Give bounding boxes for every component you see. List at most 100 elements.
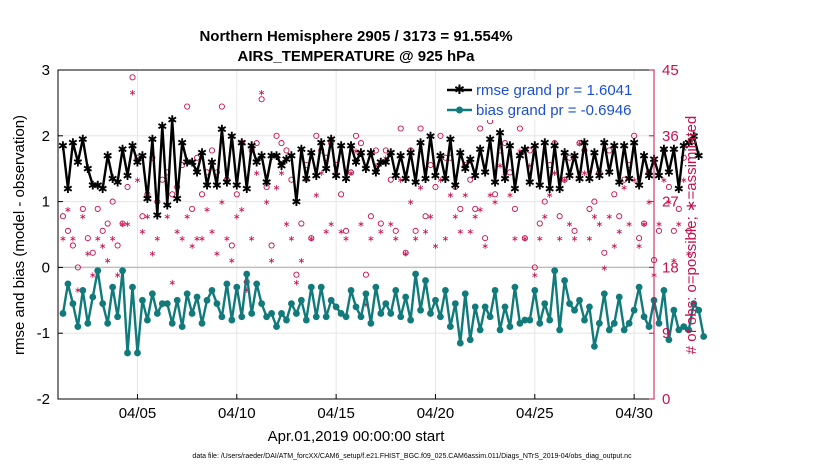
- possible-obs-marker: [665, 183, 672, 191]
- bias-point: [268, 310, 275, 317]
- bias-point: [645, 323, 653, 331]
- bias-point: [427, 310, 434, 317]
- assimilated-obs-marker: ∗: [367, 235, 375, 245]
- bias-point: [695, 306, 703, 314]
- bias-point: [327, 296, 335, 304]
- assimilated-obs-marker: ∗: [342, 235, 350, 245]
- bias-point: [610, 319, 618, 327]
- bias-point: [352, 303, 360, 311]
- rmse-point: ✱: [664, 165, 674, 179]
- assimilated-obs-marker: ∗: [308, 235, 316, 245]
- rmse-point: ✱: [570, 149, 580, 163]
- rmse-point: ✱: [371, 165, 381, 179]
- rmse-point: ✱: [555, 182, 565, 196]
- possible-obs-marker: [392, 227, 399, 234]
- possible-obs-marker: [511, 205, 518, 212]
- assimilated-obs-marker: ∗: [203, 205, 211, 215]
- bias-point: [317, 283, 325, 291]
- rmse-point: ✱: [490, 175, 500, 189]
- bias-point: [402, 293, 410, 301]
- possible-obs-marker: [129, 74, 136, 81]
- legend-bias-marker: [456, 106, 463, 114]
- assimilated-obs-marker: ∗: [168, 279, 176, 289]
- legend-rmse-label: rmse grand pr = 1.6041: [476, 82, 632, 99]
- rmse-point: ✱: [247, 139, 257, 153]
- assimilated-obs-marker: ∗: [283, 220, 291, 230]
- assimilated-obs-marker: ∗: [635, 242, 643, 252]
- rmse-point: ✱: [416, 136, 426, 150]
- bias-point: [64, 280, 72, 288]
- bias-point: [74, 323, 82, 331]
- possible-obs-marker: [357, 140, 365, 147]
- assimilated-obs-marker: ∗: [317, 169, 325, 179]
- rmse-point: ✱: [540, 136, 550, 150]
- rmse-point: ✱: [629, 136, 639, 150]
- assimilated-obs-marker: ∗: [124, 220, 132, 230]
- bias-point: [471, 303, 479, 311]
- assimilated-obs-marker: ∗: [660, 176, 668, 186]
- bias-point: [561, 277, 568, 284]
- rmse-point: ✱: [639, 149, 649, 163]
- bias-point: [446, 323, 454, 331]
- plot-area: [58, 70, 654, 399]
- bias-point: [635, 283, 643, 291]
- possible-obs-marker: [556, 213, 563, 220]
- rmse-point: ✱: [510, 182, 520, 196]
- bias-point: [173, 296, 181, 304]
- rmse-point: ✱: [485, 133, 495, 147]
- rmse-point: ✱: [450, 179, 460, 193]
- bias-point: [432, 296, 439, 304]
- bias-point: [591, 342, 598, 350]
- rmse-point: ✱: [346, 139, 356, 153]
- bias-point: [168, 319, 176, 327]
- possible-obs-marker: [382, 147, 389, 154]
- rmse-point: ✱: [311, 169, 321, 183]
- possible-obs-marker: [89, 249, 96, 256]
- bias-point: [496, 326, 504, 334]
- rmse-point: ✱: [619, 139, 629, 153]
- rmse-point: ✱: [634, 179, 644, 193]
- assimilated-obs-marker: ∗: [506, 191, 514, 201]
- rmse-point: ✱: [267, 149, 277, 163]
- possible-obs-marker: [531, 264, 538, 271]
- rmse-point: ✱: [480, 165, 490, 179]
- rmse-point: ✱: [58, 139, 68, 153]
- possible-obs-marker: [293, 271, 300, 278]
- assimilated-obs-marker: ∗: [352, 147, 360, 157]
- bias-point: [288, 300, 295, 307]
- bias-point: [243, 270, 251, 278]
- rmse-point: ✱: [425, 129, 435, 143]
- rmse-point: ✱: [291, 195, 301, 209]
- possible-obs-marker: [169, 191, 176, 198]
- assimilated-obs-marker: ∗: [278, 169, 286, 179]
- rmse-point: ✱: [579, 136, 589, 150]
- possible-obs-marker: [253, 140, 260, 147]
- possible-obs-marker: [343, 227, 350, 234]
- rmse-point: ✱: [321, 162, 331, 176]
- rmse-point: ✱: [366, 146, 376, 160]
- bias-point: [357, 313, 365, 321]
- assimilated-obs-marker: ∗: [134, 176, 142, 186]
- bias-point: [456, 339, 464, 347]
- assimilated-obs-marker: ∗: [581, 169, 589, 179]
- assimilated-obs-marker: ∗: [601, 264, 609, 274]
- possible-obs-marker: [74, 264, 81, 271]
- bias-point: [223, 280, 231, 288]
- bias-point: [700, 333, 708, 340]
- bias-point: [307, 283, 315, 291]
- rmse-point: ✱: [113, 175, 123, 189]
- bias-point: [198, 319, 206, 327]
- assimilated-obs-marker: ∗: [74, 286, 82, 296]
- rmse-line: [61, 118, 700, 217]
- assimilated-obs-marker: ∗: [680, 176, 688, 186]
- assimilated-obs-marker: ∗: [516, 147, 524, 157]
- bias-point: [228, 316, 236, 324]
- assimilated-obs-marker: ∗: [521, 235, 529, 245]
- rmse-point: ✱: [103, 149, 113, 163]
- rmse-point: ✱: [257, 149, 267, 163]
- assimilated-obs-marker: ∗: [432, 242, 440, 252]
- rmse-point: ✱: [142, 192, 152, 206]
- rmse-point: ✱: [396, 149, 406, 163]
- possible-obs-marker: [109, 198, 116, 205]
- chart-title: Northern Hemisphere 2905 / 3173 = 91.554…: [199, 28, 512, 45]
